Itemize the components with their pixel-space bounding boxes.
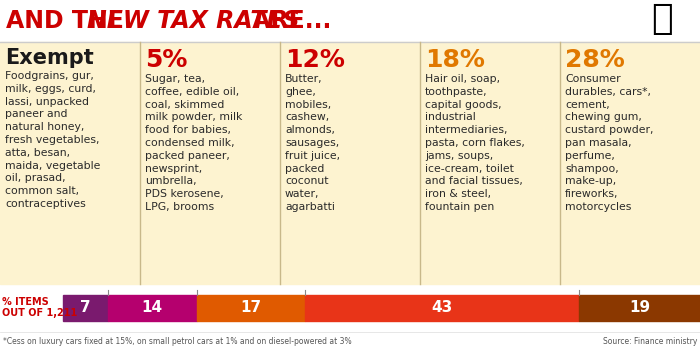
Text: 18%: 18% <box>425 48 485 72</box>
Bar <box>280 42 420 284</box>
Text: 12%: 12% <box>285 48 345 72</box>
Text: Sugar, tea,
coffee, edible oil,
coal, skimmed
milk powder, milk
food for babies,: Sugar, tea, coffee, edible oil, coal, sk… <box>145 74 242 212</box>
Text: 17: 17 <box>240 301 262 315</box>
Text: 🚗: 🚗 <box>651 2 673 36</box>
Bar <box>63 295 108 321</box>
Text: Foodgrains, gur,
milk, eggs, curd,
lassi, unpacked
paneer and
natural honey,
fre: Foodgrains, gur, milk, eggs, curd, lassi… <box>5 71 100 209</box>
Text: Hair oil, soap,
toothpaste,
capital goods,
industrial
intermediaries,
pasta, cor: Hair oil, soap, toothpaste, capital good… <box>425 74 525 212</box>
Text: 14: 14 <box>141 301 162 315</box>
Text: OUT OF 1,211: OUT OF 1,211 <box>2 308 77 318</box>
Text: Butter,
ghee,
mobiles,
cashew,
almonds,
sausages,
fruit juice,
packed
coconut
wa: Butter, ghee, mobiles, cashew, almonds, … <box>285 74 340 212</box>
Text: 28%: 28% <box>565 48 624 72</box>
Text: 19: 19 <box>629 301 650 315</box>
Text: AND THE: AND THE <box>6 9 132 33</box>
Text: 7: 7 <box>80 301 90 315</box>
Text: NEW TAX RATES: NEW TAX RATES <box>87 9 300 33</box>
Bar <box>560 42 700 284</box>
Bar <box>420 42 560 284</box>
Text: *Cess on luxury cars fixed at 15%, on small petrol cars at 1% and on diesel-powe: *Cess on luxury cars fixed at 15%, on sm… <box>3 336 351 345</box>
Bar <box>579 295 700 321</box>
Text: Consumer
durables, cars*,
cement,
chewing gum,
custard powder,
pan masala,
perfu: Consumer durables, cars*, cement, chewin… <box>565 74 654 212</box>
Bar <box>140 42 280 284</box>
Bar <box>197 295 305 321</box>
Text: 5%: 5% <box>145 48 188 72</box>
Text: Exempt: Exempt <box>5 48 94 68</box>
Text: % ITEMS: % ITEMS <box>2 297 49 307</box>
Text: Source: Finance ministry: Source: Finance ministry <box>603 336 697 345</box>
Bar <box>0 42 140 284</box>
Bar <box>305 295 579 321</box>
Bar <box>108 295 197 321</box>
Text: 43: 43 <box>431 301 453 315</box>
Text: ARE...: ARE... <box>244 9 331 33</box>
Bar <box>0 332 700 350</box>
Bar <box>0 0 700 42</box>
